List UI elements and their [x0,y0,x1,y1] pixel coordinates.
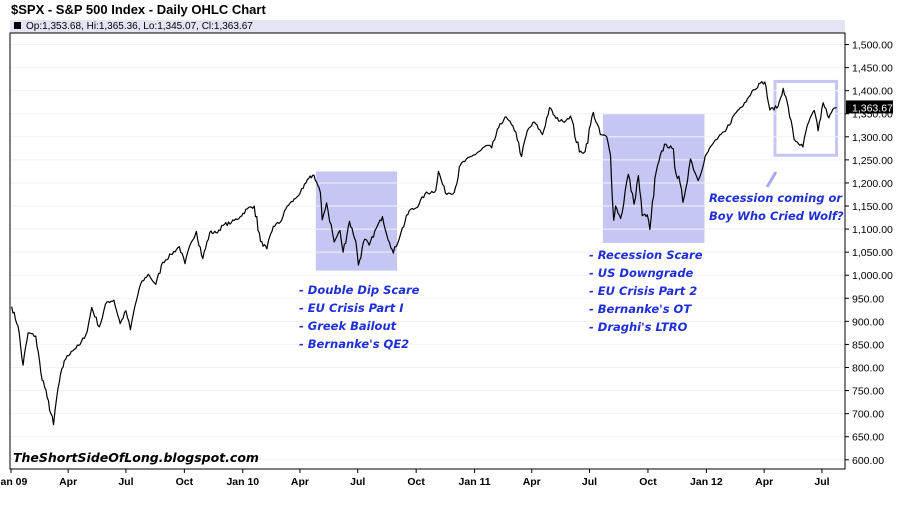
x-tick-label: Jan 10 [226,476,259,488]
box1-line-3: - Greek Bailout [299,319,397,333]
x-axis-labels: Jan 09 Apr Jul Oct Jan 10 Apr Jul Oct Jan 11 Apr J… [0,476,830,488]
last-price-tag-bg [846,100,893,114]
annotation-box2: - Recession Scare - US Downgrade - EU Cr… [589,248,703,334]
box1-line-2: - EU Crisis Part I [299,301,404,315]
y-tick-label: 800.00 [852,362,884,374]
ohlc-readout-bar: Op:1,353.68, Hi:1,365.36, Lo:1,345.07, C… [10,20,845,33]
box2-line-2: - US Downgrade [589,266,694,280]
box2-line-1: - Recession Scare [589,248,703,262]
y-tick-label: 750.00 [852,386,884,398]
y-tick-label: 1,300.00 [852,132,893,144]
price-series [11,80,837,426]
y-tick-label: 1,100.00 [852,224,893,236]
y-tick-label: 1,000.00 [852,270,893,282]
x-tick-label: Jan 09 [0,476,27,488]
ohlc-readout: Op:1,353.68, Hi:1,365.36, Lo:1,345.07, C… [26,21,253,32]
chart-title: $SPX - S&P 500 Index - Daily OHLC Chart [11,2,266,17]
watermark: TheShortSideOfLong.blogspot.com [13,450,259,465]
last-price-label: 1,363.67 [852,102,893,114]
y-tick-label: 1,150.00 [852,201,893,213]
y-tick-label: 600.00 [852,455,884,467]
highlight-region-2 [602,113,705,243]
y-tick-label: 700.00 [852,409,884,421]
x-axis-ticks [10,469,823,473]
y-tick-label: 1,050.00 [852,247,893,259]
box3-line-1: Recession coming or [709,191,843,205]
x-tick-label: Jul [118,476,133,488]
x-tick-label: Jul [350,476,365,488]
x-tick-label: Apr [59,476,77,488]
y-tick-label: 650.00 [852,432,884,444]
highlight-regions [315,79,839,271]
annotation-pointer [765,171,778,188]
y-gridlines [10,44,845,461]
x-tick-label: Jul [582,476,597,488]
series-swatch-icon [14,22,21,29]
x-tick-label: Apr [755,476,773,488]
series-line-spx [11,80,837,426]
y-tick-label: 1,450.00 [852,63,893,75]
annotation-box3: Recession coming or Boy Who Cried Wolf? [709,171,844,223]
y-tick-label: 850.00 [852,339,884,351]
x-tick-label: Apr [523,476,541,488]
y-tick-label: 1,200.00 [852,178,893,190]
x-tick-label: Jul [814,476,829,488]
last-price-tag: 1,363.67 [846,100,893,114]
y-tick-label: 1,400.00 [852,86,893,98]
y-tick-label: 900.00 [852,316,884,328]
y-tick-label: 1,250.00 [852,155,893,167]
box2-line-5: - Draghi's LTRO [589,320,688,334]
box2-line-3: - EU Crisis Part 2 [589,284,697,298]
box1-line-4: - Bernanke's QE2 [299,337,409,351]
x-tick-label: Oct [176,476,194,488]
box3-line-2: Boy Who Cried Wolf? [709,209,844,223]
y-tick-label: 950.00 [852,293,884,305]
box2-line-4: - Bernanke's OT [589,302,692,316]
y-tick-label: 1,500.00 [852,40,893,52]
x-tick-label: Oct [407,476,425,488]
y-axis-labels: 600.00 650.00 700.00 750.00 800.00 850.00 900.… [852,40,893,467]
plot-frame [9,32,846,470]
box1-line-1: - Double Dip Scare [299,283,420,297]
highlight-region-3 [773,79,839,157]
x-tick-label: Apr [291,476,309,488]
x-tick-label: Jan 11 [459,476,491,488]
highlight-region-1 [315,171,398,271]
annotation-box1: - Double Dip Scare - EU Crisis Part I - … [299,283,420,351]
x-tick-label: Oct [639,476,657,488]
y-axis-ticks [845,44,849,461]
x-tick-label: Jan 12 [690,476,723,488]
